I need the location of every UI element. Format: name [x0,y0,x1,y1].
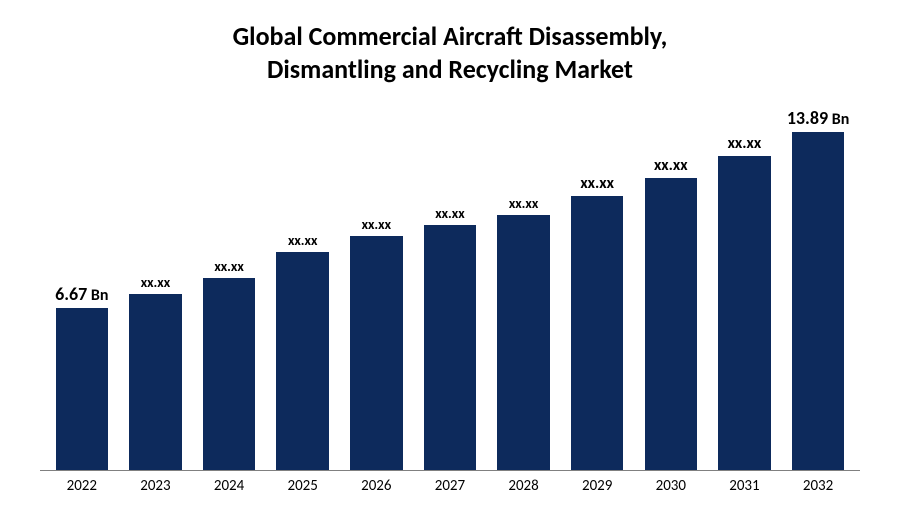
bar-value-label: xx.xx [580,174,614,193]
x-axis-label: 2023 [119,477,192,495]
bar-group: xx.xx [193,105,266,470]
chart-container: Global Commercial Aircraft Disassembly, … [0,0,900,525]
bar-value-label: xx.xx [141,274,170,291]
bar-value-label: xx.xx [214,258,243,275]
bar-value-text: xx.xx [580,174,614,193]
bar-value-label: xx.xx [728,134,762,153]
bar [350,236,402,470]
bar-value-text: xx.xx [214,258,243,275]
bar [792,132,844,470]
bar [129,294,181,470]
bar-value-label: 6.67 Bn [55,283,108,305]
bar-group: xx.xx [634,105,707,470]
chart-title-line2: Dismantling and Recycling Market [40,53,860,86]
bar-value-text: 13.89 [787,107,828,129]
x-axis-label: 2022 [45,477,118,495]
bar-group: xx.xx [487,105,560,470]
bar-group: xx.xx [413,105,486,470]
x-axis-label: 2032 [782,477,855,495]
bar [718,156,770,470]
bar [276,252,328,470]
bar-value-text: xx.xx [362,216,391,233]
x-axis-label: 2027 [413,477,486,495]
bar-value-text: xx.xx [288,232,317,249]
plot-area: 6.67 Bn xx.xx xx.xx xx.xx xx.xx xx.xx xx.xx xx.… [40,105,860,495]
bar-value-label: xx.xx [654,156,688,175]
bar-group: xx.xx [266,105,339,470]
bar [56,308,108,470]
bar-value-text: xx.xx [435,205,464,222]
bar-group: xx.xx [708,105,781,470]
bar-group: 13.89 Bn [782,105,855,470]
bar [571,196,623,470]
x-axis-label: 2025 [266,477,339,495]
bar [497,215,549,471]
x-axis-label: 2028 [487,477,560,495]
bar [424,225,476,470]
chart-title: Global Commercial Aircraft Disassembly, … [40,20,860,85]
bar-value-label: 13.89 Bn [787,107,849,129]
bar-value-suffix: Bn [828,110,849,129]
x-axis-label: 2030 [634,477,707,495]
x-axis-label: 2029 [561,477,634,495]
bar-value-suffix: Bn [87,286,108,305]
bar-group: 6.67 Bn [45,105,118,470]
x-axis-label: 2024 [193,477,266,495]
bar-value-text: xx.xx [654,156,688,175]
bar-group: xx.xx [340,105,413,470]
bar-value-label: xx.xx [288,232,317,249]
bar-value-label: xx.xx [362,216,391,233]
bar-group: xx.xx [561,105,634,470]
bar-value-text: xx.xx [728,134,762,153]
bar-value-text: 6.67 [55,283,87,305]
x-axis-label: 2031 [708,477,781,495]
bar [203,278,255,470]
bars-region: 6.67 Bn xx.xx xx.xx xx.xx xx.xx xx.xx xx.xx xx.… [40,105,860,471]
bar-value-label: xx.xx [509,195,538,212]
x-axis-label: 2026 [340,477,413,495]
x-axis-labels: 2022202320242025202620272028202920302031… [40,471,860,495]
bar-group: xx.xx [119,105,192,470]
bar-value-text: xx.xx [509,195,538,212]
bar-value-label: xx.xx [435,205,464,222]
bar [645,178,697,470]
bar-value-text: xx.xx [141,274,170,291]
chart-title-line1: Global Commercial Aircraft Disassembly, [40,20,860,53]
